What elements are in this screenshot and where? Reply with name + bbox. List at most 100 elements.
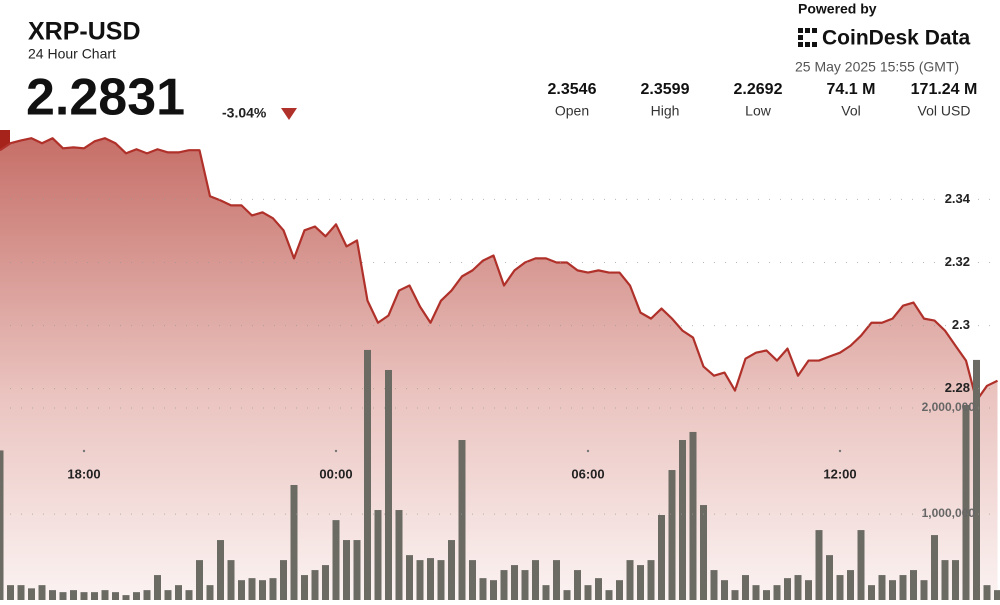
stat-label: Vol bbox=[841, 103, 860, 119]
volume-bar bbox=[196, 560, 203, 600]
volume-bar bbox=[238, 580, 245, 600]
volume-bar bbox=[962, 404, 970, 600]
volume-bar bbox=[343, 540, 350, 600]
x-tick bbox=[586, 449, 590, 453]
y-tick-label: 2.3 bbox=[952, 317, 970, 332]
x-tick-label: 12:00 bbox=[823, 466, 856, 481]
stat-value: 2.3546 bbox=[548, 81, 597, 98]
volume-bar bbox=[427, 558, 434, 600]
volume-bar bbox=[857, 530, 865, 600]
volume-bar bbox=[217, 540, 224, 600]
volume-bar bbox=[605, 590, 613, 600]
y2-tick-label: 2,000,000 bbox=[922, 400, 976, 414]
volume-bar bbox=[437, 560, 445, 600]
stat-value: 74.1 M bbox=[827, 81, 876, 98]
volume-bar bbox=[248, 578, 256, 600]
volume-bar bbox=[721, 580, 728, 600]
stat-label: Vol USD bbox=[918, 103, 971, 119]
volume-bar bbox=[920, 580, 928, 600]
volume-bar bbox=[637, 565, 644, 600]
volume-bar bbox=[101, 590, 109, 600]
volume-bar bbox=[500, 570, 508, 600]
volume-bar bbox=[668, 470, 676, 600]
x-tick bbox=[82, 449, 86, 453]
volume-bar bbox=[38, 585, 46, 600]
volume-bar bbox=[164, 590, 172, 600]
volume-bar bbox=[689, 431, 697, 600]
volume-bar bbox=[868, 585, 875, 600]
volume-bar bbox=[364, 349, 371, 600]
change: -3.04% bbox=[222, 105, 267, 121]
volume-bar bbox=[17, 585, 25, 600]
y-tick-label: 2.34 bbox=[945, 191, 971, 206]
volume-bar bbox=[479, 578, 487, 600]
volume-bar bbox=[49, 590, 56, 600]
volume-bar bbox=[532, 560, 539, 600]
subtitle: 24 Hour Chart bbox=[28, 46, 116, 62]
stat-label: High bbox=[651, 103, 680, 119]
volume-bar bbox=[374, 510, 382, 600]
x-tick bbox=[838, 449, 842, 453]
plot: 2.28 2.3 2.32 2.34 1,000,000 2,000,000 18:00 00… bbox=[0, 137, 1000, 600]
volume-bar bbox=[448, 540, 455, 600]
volume-bar bbox=[878, 575, 886, 600]
volume-bar bbox=[553, 560, 560, 600]
volume-bar bbox=[332, 520, 340, 600]
volume-bar bbox=[206, 585, 214, 600]
volume-bar bbox=[784, 578, 791, 600]
volume-bar bbox=[847, 570, 854, 600]
volume-bar bbox=[185, 590, 193, 600]
volume-bar bbox=[322, 565, 329, 600]
volume-bar bbox=[112, 592, 119, 600]
volume-bar bbox=[311, 570, 319, 600]
volume-bar bbox=[133, 592, 140, 600]
timestamp: 25 May 2025 15:55 (GMT) bbox=[795, 59, 959, 75]
area-fill bbox=[0, 138, 998, 600]
volume-bar bbox=[647, 560, 655, 600]
volume-bar bbox=[458, 440, 466, 600]
volume-bar bbox=[353, 540, 361, 600]
volume-bar bbox=[931, 535, 938, 600]
brand: CoinDesk Data bbox=[822, 27, 971, 50]
x-tick-label: 18:00 bbox=[67, 466, 100, 481]
y2-tick-label: 1,000,000 bbox=[922, 506, 976, 520]
volume-bar bbox=[416, 560, 424, 600]
volume-bar bbox=[710, 570, 718, 600]
x-tick-label: 00:00 bbox=[319, 466, 352, 481]
volume-bar bbox=[542, 585, 550, 600]
stat-value: 2.2692 bbox=[734, 81, 783, 98]
volume-bar bbox=[994, 590, 1000, 600]
volume-bar bbox=[826, 555, 833, 600]
stat-value: 2.3599 bbox=[641, 81, 690, 98]
stats: 2.3546 Open 2.3599 High 2.2692 Low 74.1 M Vol 17… bbox=[548, 81, 978, 118]
volume-bar bbox=[70, 590, 77, 600]
volume-bar bbox=[595, 578, 602, 600]
x-tick-label: 06:00 bbox=[571, 466, 604, 481]
volume-bar bbox=[983, 585, 991, 600]
volume-bar bbox=[395, 510, 403, 600]
volume-bar bbox=[143, 590, 151, 600]
stat-value: 171.24 M bbox=[911, 81, 978, 98]
volume-bar bbox=[763, 590, 770, 600]
powered-by: Powered by bbox=[798, 1, 877, 17]
volume-bar bbox=[700, 505, 707, 600]
down-arrow bbox=[281, 108, 297, 120]
volume-bar bbox=[794, 575, 802, 600]
volume-bar bbox=[469, 560, 476, 600]
volume-bar bbox=[406, 555, 413, 600]
volume-bar bbox=[301, 575, 308, 600]
symbol: XRP-USD bbox=[28, 18, 141, 46]
volume-bar bbox=[28, 588, 35, 600]
volume-bar bbox=[899, 575, 907, 600]
volume-bar bbox=[290, 484, 298, 600]
price: 2.2831 bbox=[26, 69, 185, 127]
volume-bar bbox=[658, 515, 665, 600]
volume-bar bbox=[511, 565, 518, 600]
price-line bbox=[0, 137, 998, 402]
stat-label: Open bbox=[555, 103, 589, 119]
volume-bar bbox=[280, 560, 287, 600]
stat-label: Low bbox=[745, 103, 772, 119]
volume-bar bbox=[122, 595, 130, 600]
volume-bar bbox=[731, 590, 739, 600]
